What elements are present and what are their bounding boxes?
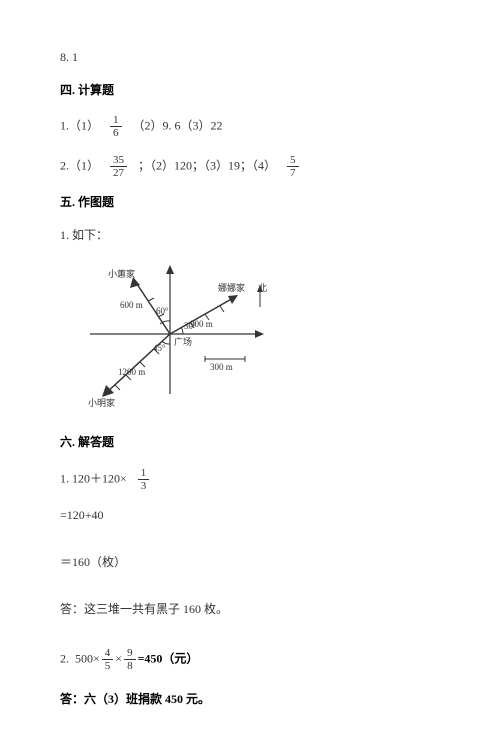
text: 2.（1）: [60, 158, 99, 172]
text: 1. 120＋120×: [60, 471, 127, 485]
line-8-1: 8. 1: [60, 48, 440, 67]
label-300: 300 m: [210, 362, 233, 372]
text: 1.（1）: [60, 119, 99, 133]
text: （2）9. 6（3）22: [133, 119, 223, 133]
label-a30: 30°: [184, 321, 197, 331]
text: ×: [115, 652, 122, 666]
label-a60: 60°: [156, 306, 169, 316]
fraction: 16: [110, 114, 122, 139]
text: ；（2）120；（3）19；（4）: [138, 158, 276, 172]
den: 7: [287, 167, 299, 179]
den: 8: [124, 660, 136, 672]
section-5-title: 五. 作图题: [60, 193, 440, 212]
num: 5: [287, 154, 299, 167]
label-a45: 45°: [153, 343, 166, 353]
num: 35: [110, 154, 127, 167]
den: 3: [138, 480, 150, 492]
label-guang: 广场: [174, 336, 192, 347]
problem-5-1-intro: 1. 如下：: [60, 226, 440, 245]
text: 500×: [75, 652, 100, 666]
label-xiaoming: 小明家: [88, 397, 115, 408]
q1-line3: ＝160（枚）: [60, 553, 440, 572]
label-nana: 娜娜家: [218, 282, 245, 293]
num: 9: [124, 647, 136, 660]
fraction: 13: [138, 467, 150, 492]
num: 1: [110, 114, 122, 127]
fraction: 98: [124, 647, 136, 672]
q2-line1: 2. 500×45×98=450（元）: [60, 647, 440, 672]
den: 5: [102, 660, 114, 672]
label-xiaohui: 小蕙家: [108, 268, 135, 279]
text: =450（元）: [138, 652, 199, 666]
fraction: 3527: [110, 154, 127, 179]
num: 1: [138, 467, 150, 480]
q1-line2: =120+40: [60, 506, 440, 525]
q1-answer: 答：这三堆一共有黑子 160 枚。: [60, 600, 440, 619]
direction-diagram: 小蕙家 娜娜家 小明家 广场 600 m 900 m 1200 m 60° 30…: [60, 259, 440, 415]
label-1200: 1200 m: [118, 367, 145, 377]
section-4-title: 四. 计算题: [60, 81, 440, 100]
section-6-title: 六. 解答题: [60, 433, 440, 452]
fraction: 45: [102, 647, 114, 672]
page: 8. 1 四. 计算题 1.（1） 16 （2）9. 6（3）22 2.（1） …: [0, 0, 500, 754]
den: 6: [110, 127, 122, 139]
problem-4-2: 2.（1） 3527 ；（2）120；（3）19；（4） 57: [60, 154, 440, 179]
problem-4-1: 1.（1） 16 （2）9. 6（3）22: [60, 114, 440, 139]
fraction: 57: [287, 154, 299, 179]
num: 4: [102, 647, 114, 660]
text: 2.: [60, 652, 69, 666]
q1-line1: 1. 120＋120× 13: [60, 467, 440, 492]
label-600: 600 m: [120, 300, 143, 310]
den: 27: [110, 167, 127, 179]
